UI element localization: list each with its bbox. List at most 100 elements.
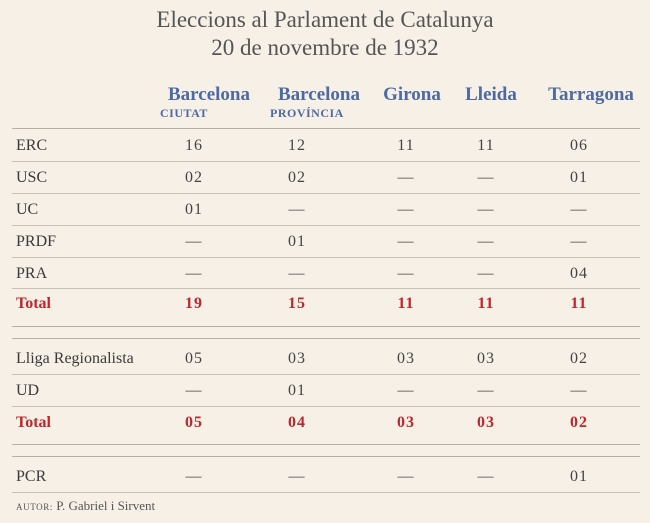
title-line-1: Eleccions al Parlament de Catalunya xyxy=(156,7,494,32)
total-value: 03 xyxy=(397,414,415,431)
total-value: 19 xyxy=(185,295,203,312)
party-label: UD xyxy=(16,382,40,399)
col-header-barcelona-provincia: Barcelona PROVÍNCIA xyxy=(270,84,368,120)
seat-value: — xyxy=(185,382,203,399)
table-row: Lliga Regionalista 05 03 03 03 02 xyxy=(0,346,650,372)
seat-value: 01 xyxy=(288,233,306,250)
total-row: Total 19 15 11 11 11 xyxy=(0,291,650,317)
seat-value: — xyxy=(288,265,306,282)
total-label: Total xyxy=(16,414,51,431)
total-value: 11 xyxy=(570,295,588,312)
party-label: USC xyxy=(16,169,48,186)
col-header-sub: PROVÍNCIA xyxy=(270,106,344,120)
seat-value: — xyxy=(397,169,415,186)
total-value: 11 xyxy=(397,295,415,312)
author-name: P. Gabriel i Sirvent xyxy=(56,498,156,513)
table-row: PRDF — 01 — — — xyxy=(0,229,650,255)
col-header-name: Tarragona xyxy=(548,84,634,105)
author-credit: AUTOR: P. Gabriel i Sirvent xyxy=(16,498,155,514)
row-divider xyxy=(12,193,640,194)
row-divider xyxy=(12,492,640,493)
col-header-name: Barcelona xyxy=(278,84,360,105)
total-value: 04 xyxy=(288,414,306,431)
seat-value: 01 xyxy=(288,382,306,399)
seat-value: 01 xyxy=(570,468,588,485)
group-separator xyxy=(12,456,640,457)
row-divider xyxy=(12,288,640,289)
col-header-tarragona: Tarragona xyxy=(540,84,642,106)
table-row: USC 02 02 — — 01 xyxy=(0,165,650,191)
seat-value: 11 xyxy=(477,137,495,154)
table-row: UC 01 — — — — xyxy=(0,197,650,223)
row-divider xyxy=(12,374,640,375)
title-line-2: 20 de novembre de 1932 xyxy=(211,35,439,60)
table-row: UD — 01 — — — xyxy=(0,378,650,404)
seat-value: 03 xyxy=(288,350,306,367)
col-header-name: Lleida xyxy=(465,84,517,105)
seat-value: — xyxy=(477,382,495,399)
seat-value: — xyxy=(397,468,415,485)
seat-value: — xyxy=(477,233,495,250)
group-separator xyxy=(12,326,640,327)
seat-value: 01 xyxy=(185,201,203,218)
seat-value: — xyxy=(185,468,203,485)
col-header-lleida: Lleida xyxy=(455,84,527,106)
seat-value: — xyxy=(397,382,415,399)
group-separator xyxy=(12,444,640,445)
seat-value: — xyxy=(477,169,495,186)
party-label: PRDF xyxy=(16,233,57,250)
seat-value: — xyxy=(477,201,495,218)
seat-value: — xyxy=(570,233,588,250)
seat-value: 03 xyxy=(397,350,415,367)
seat-value: 02 xyxy=(185,169,203,186)
seat-value: — xyxy=(397,233,415,250)
seat-value: 03 xyxy=(477,350,495,367)
seat-value: 01 xyxy=(570,169,588,186)
seat-value: — xyxy=(397,201,415,218)
col-header-name: Girona xyxy=(383,84,441,105)
seat-value: 12 xyxy=(288,137,306,154)
seat-value: — xyxy=(477,468,495,485)
total-row: Total 05 04 03 03 02 xyxy=(0,410,650,436)
table-row: PRA — — — — 04 xyxy=(0,261,650,287)
col-header-sub: CIUTAT xyxy=(160,106,208,120)
col-header-barcelona-ciutat: Barcelona CIUTAT xyxy=(160,84,258,120)
seat-value: 06 xyxy=(570,137,588,154)
total-value: 15 xyxy=(288,295,306,312)
seat-value: — xyxy=(570,382,588,399)
seat-value: 05 xyxy=(185,350,203,367)
party-label: PRA xyxy=(16,265,48,282)
table-row: PCR — — — — 01 xyxy=(0,464,650,490)
seat-value: 02 xyxy=(288,169,306,186)
total-value: 11 xyxy=(477,295,495,312)
party-label: UC xyxy=(16,201,39,218)
group-separator xyxy=(12,338,640,339)
seat-value: — xyxy=(288,468,306,485)
seat-value: — xyxy=(288,201,306,218)
total-value: 05 xyxy=(185,414,203,431)
row-divider xyxy=(12,161,640,162)
header-rule xyxy=(12,128,640,129)
page-title: Eleccions al Parlament de Catalunya 20 d… xyxy=(0,6,650,62)
total-value: 02 xyxy=(570,414,588,431)
row-divider xyxy=(12,225,640,226)
seat-value: 02 xyxy=(570,350,588,367)
col-header-girona: Girona xyxy=(376,84,448,106)
row-divider xyxy=(12,257,640,258)
party-label: ERC xyxy=(16,137,48,154)
total-label: Total xyxy=(16,295,51,312)
party-label: PCR xyxy=(16,468,47,485)
col-header-name: Barcelona xyxy=(168,84,250,105)
seat-value: — xyxy=(185,265,203,282)
author-key: AUTOR: xyxy=(16,502,53,512)
seat-value: — xyxy=(570,201,588,218)
seat-value: — xyxy=(477,265,495,282)
seat-value: — xyxy=(185,233,203,250)
party-label: Lliga Regionalista xyxy=(16,350,134,367)
seat-value: — xyxy=(397,265,415,282)
seat-value: 16 xyxy=(185,137,203,154)
seat-value: 11 xyxy=(397,137,415,154)
table-row: ERC 16 12 11 11 06 xyxy=(0,133,650,159)
total-value: 03 xyxy=(477,414,495,431)
seat-value: 04 xyxy=(570,265,588,282)
